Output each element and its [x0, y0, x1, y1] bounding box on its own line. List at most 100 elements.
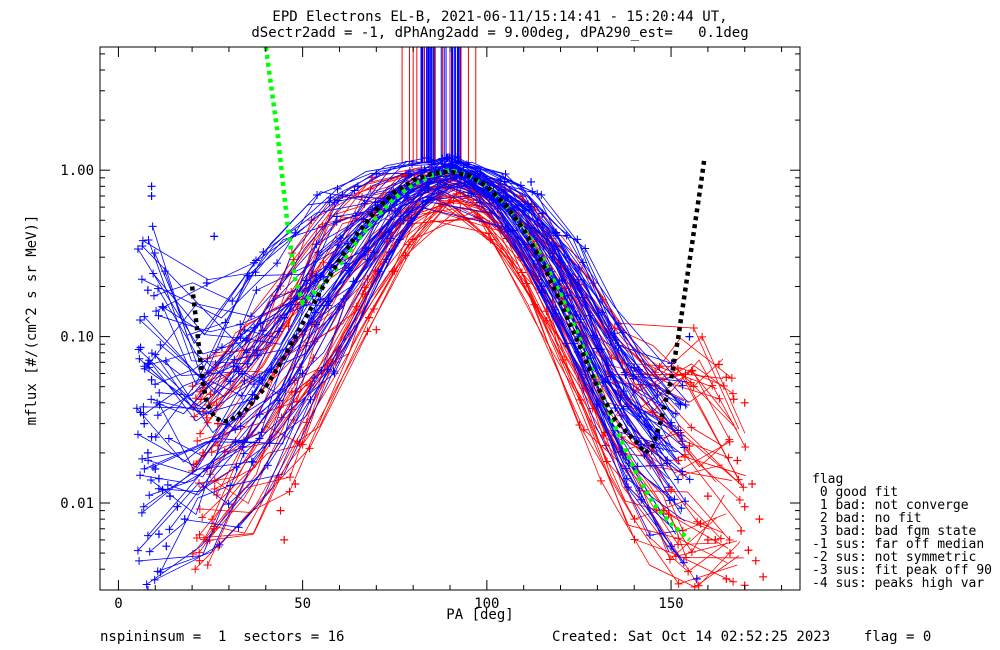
red-spectrum-line-marker	[213, 441, 222, 450]
red-spectrum-line	[217, 190, 729, 458]
blue-spectrum-line-marker	[621, 464, 630, 473]
red-data-point	[206, 390, 215, 399]
red-spectrum-line	[194, 195, 718, 570]
blue-spectrum-line-marker	[143, 531, 152, 540]
blue-data-point	[527, 177, 536, 186]
blue-spectrum-line-marker	[215, 540, 224, 549]
red-spectrum-line-marker	[369, 305, 378, 314]
blue-spectrum-line-marker	[154, 284, 163, 293]
blue-spectrum-line-marker	[154, 311, 163, 320]
blue-spectrum-line-marker	[234, 523, 243, 532]
blue-spectrum-line	[137, 181, 674, 551]
red-data-point	[291, 480, 300, 489]
red-spectrum-line-marker	[193, 437, 202, 446]
blue-spectrum-line-marker	[566, 279, 575, 288]
blue-data-point	[154, 530, 163, 539]
red-data-point	[199, 448, 208, 457]
blue-spectrum-line-marker	[674, 426, 683, 435]
black-fit-curve	[189, 159, 707, 457]
blue-spectrum-line-marker	[134, 345, 143, 354]
blue-spectrum-line-marker	[240, 376, 249, 385]
red-data-point	[280, 535, 289, 544]
blue-spectrum-line-marker	[384, 228, 393, 237]
blue-spectrum-line-marker	[336, 234, 345, 243]
blue-spectrum-line-marker	[156, 568, 165, 577]
blue-spectrum-line-marker	[133, 244, 142, 253]
red-data-point	[733, 456, 742, 465]
blue-spectrum-line-marker	[154, 484, 163, 493]
legend-item: 3 bad: bad fgm state	[812, 524, 977, 539]
blue-spectrum-line-marker	[360, 199, 369, 208]
red-spectrum-line	[199, 210, 734, 583]
blue-spectrum-line-marker	[236, 320, 245, 329]
blue-spectrum-line-marker	[243, 359, 252, 368]
blue-spectrum-line-marker	[326, 193, 335, 202]
blue-spectrum-line-marker	[250, 380, 259, 389]
red-data-point	[364, 313, 373, 322]
blue-spectrum-line-marker	[329, 367, 338, 376]
x-tick-label: 50	[294, 596, 311, 612]
y-tick-label: 1.00	[60, 163, 94, 179]
blue-spectrum-line	[158, 169, 664, 452]
blue-data-point	[180, 515, 189, 524]
blue-spectrum-line-marker	[306, 395, 315, 404]
red-spectrum-line-marker	[698, 332, 707, 341]
blue-spectrum-line-marker	[149, 291, 158, 300]
blue-data-point	[173, 502, 182, 511]
red-spectrum-line-marker	[404, 240, 413, 249]
blue-spectrum-line-marker	[645, 531, 654, 540]
blue-spectrum-line-marker	[151, 350, 160, 359]
blue-spectrum-line-marker	[671, 409, 680, 418]
blue-spectrum-line-marker	[310, 308, 319, 317]
blue-spectrum-line-marker	[252, 286, 261, 295]
red-spectrum-line-marker	[286, 473, 295, 482]
blue-spectrum-line	[155, 164, 657, 439]
red-spectrum-line-marker	[575, 420, 584, 429]
x-tick-label: 150	[658, 596, 683, 612]
blue-spectrum-line-marker	[259, 247, 268, 256]
blue-spectrum-line-marker	[251, 268, 260, 277]
red-data-point	[674, 456, 683, 465]
blue-spectrum-line-marker	[667, 359, 676, 368]
red-spectrum-line-marker	[688, 366, 697, 375]
legend-item: -4 sus: peaks high var	[812, 576, 985, 591]
red-spectrum-line-marker	[363, 327, 372, 336]
red-spectrum-line-marker	[719, 381, 728, 390]
blue-spectrum-line-marker	[678, 467, 687, 476]
blue-data-point	[162, 542, 171, 551]
red-data-point	[722, 574, 731, 583]
red-spectrum-line-marker	[741, 443, 750, 452]
blue-data-point	[147, 182, 156, 191]
blue-data-point	[692, 574, 701, 583]
y-tick-label: 0.01	[60, 496, 94, 512]
blue-spectrum-line-marker	[136, 471, 145, 480]
legend-item: 1 bad: not converge	[812, 498, 969, 513]
blue-spectrum-line-marker	[138, 236, 147, 245]
red-spectrum-line-marker	[390, 267, 399, 276]
red-data-point	[748, 480, 757, 489]
blue-spectrum-line-marker	[323, 365, 332, 374]
blue-spectrum-line-marker	[228, 297, 237, 306]
red-data-point	[210, 524, 219, 533]
legend-item: -1 sus: far off median	[812, 537, 985, 552]
blue-spectrum-line-marker	[250, 258, 259, 267]
red-spectrum-line-marker	[687, 423, 696, 432]
blue-spectrum-line-marker	[138, 454, 147, 463]
blue-spectrum-line-marker	[316, 295, 325, 304]
blue-spectrum-line-marker	[423, 153, 432, 162]
blue-spectrum-line-marker	[142, 580, 151, 589]
blue-spectrum-line-marker	[247, 312, 256, 321]
legend-title: flag	[812, 472, 844, 487]
blue-spectrum-line-marker	[231, 437, 240, 446]
blue-spectrum-line-marker	[463, 177, 472, 186]
blue-spectrum-line-marker	[622, 474, 631, 483]
blue-spectrum-line-marker	[526, 203, 535, 212]
blue-spectrum-line-marker	[252, 346, 261, 355]
blue-spectrum-line-marker	[230, 355, 239, 364]
blue-spectrum-line-marker	[255, 434, 264, 443]
blue-spectrum-line-marker	[640, 451, 649, 460]
blue-spectrum-line-marker	[275, 396, 284, 405]
red-data-point	[729, 395, 738, 404]
red-spectrum-line-marker	[542, 316, 551, 325]
blue-spectrum-line-marker	[443, 153, 452, 162]
